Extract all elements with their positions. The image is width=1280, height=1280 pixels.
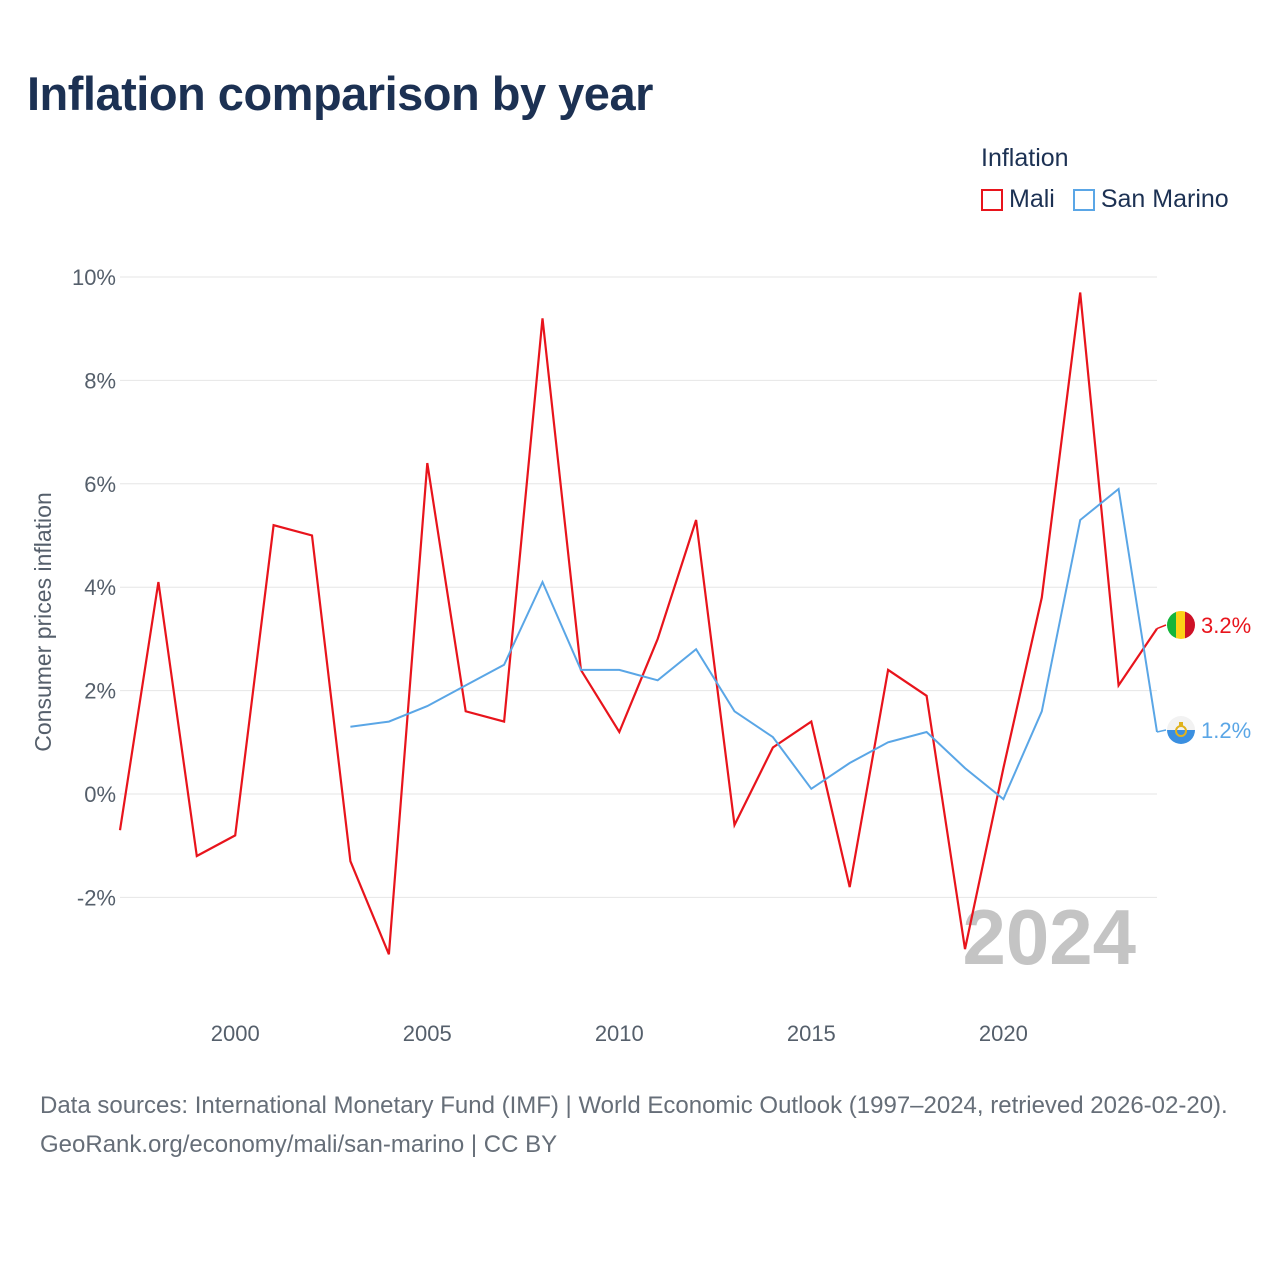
data-point[interactable] xyxy=(537,577,547,587)
data-point[interactable] xyxy=(461,706,471,716)
data-point[interactable] xyxy=(806,717,816,727)
data-point[interactable] xyxy=(1075,288,1085,298)
data-point[interactable] xyxy=(115,825,125,835)
data-point[interactable] xyxy=(269,520,279,530)
legend-swatch-san-marino xyxy=(1072,188,1095,211)
data-point[interactable] xyxy=(998,794,1008,804)
data-point[interactable] xyxy=(768,732,778,742)
data-point[interactable] xyxy=(614,727,624,737)
x-tick-label: 2000 xyxy=(211,1021,260,1046)
data-point[interactable] xyxy=(653,675,663,685)
data-point[interactable] xyxy=(537,313,547,323)
legend: Inflation Mali San Marino xyxy=(981,143,1229,214)
series-line-san-marino[interactable] xyxy=(350,487,1158,801)
data-point[interactable] xyxy=(576,665,586,675)
series-line-mali[interactable] xyxy=(118,292,1158,955)
data-point[interactable] xyxy=(653,634,663,644)
data-point[interactable] xyxy=(960,944,970,954)
source-line-2[interactable]: GeoRank.org/economy/mali/san-marino | CC… xyxy=(40,1131,558,1158)
end-value-label: 1.2% xyxy=(1201,718,1251,743)
data-point[interactable] xyxy=(1114,680,1124,690)
legend-item-mali[interactable]: Mali xyxy=(981,185,1055,214)
x-tick-label: 2020 xyxy=(979,1021,1028,1046)
y-tick-label: 4% xyxy=(84,575,116,600)
year-watermark: 2024 xyxy=(962,893,1136,981)
data-point[interactable] xyxy=(1037,706,1047,716)
x-axis-ticks: 2000 2005 2010 2015 2020 xyxy=(211,1021,1028,1046)
y-tick-label: -2% xyxy=(77,885,116,910)
y-tick-label: 0% xyxy=(84,782,116,807)
y-axis-title: Consumer prices inflation xyxy=(30,492,56,752)
data-point[interactable] xyxy=(1114,484,1124,494)
chart-title: Inflation comparison by year xyxy=(27,67,653,120)
source-note: Data sources: International Monetary Fun… xyxy=(40,1086,1250,1164)
end-connector xyxy=(1156,624,1167,630)
data-point[interactable] xyxy=(1037,593,1047,603)
legend-title: Inflation xyxy=(981,144,1069,172)
data-point[interactable] xyxy=(1075,515,1085,525)
data-point[interactable] xyxy=(153,577,163,587)
data-point[interactable] xyxy=(691,515,701,525)
data-point[interactable] xyxy=(960,763,970,773)
data-point[interactable] xyxy=(422,458,432,468)
gridlines xyxy=(120,276,1157,898)
y-tick-label: 2% xyxy=(84,679,116,704)
x-tick-label: 2005 xyxy=(403,1021,452,1046)
data-point[interactable] xyxy=(922,727,932,737)
legend-label-san-marino: San Marino xyxy=(1100,185,1229,213)
data-point[interactable] xyxy=(345,856,355,866)
y-axis-ticks: -2% 0% 2% 4% 6% 8% 10% xyxy=(72,265,116,910)
source-line-1: Data sources: International Monetary Fun… xyxy=(40,1092,1228,1119)
y-tick-label: 6% xyxy=(84,472,116,497)
data-point[interactable] xyxy=(922,691,932,701)
data-point[interactable] xyxy=(998,763,1008,773)
data-point[interactable] xyxy=(384,949,394,959)
data-point[interactable] xyxy=(230,830,240,840)
data-point[interactable] xyxy=(845,882,855,892)
data-point[interactable] xyxy=(499,660,509,670)
y-tick-label: 10% xyxy=(72,265,116,290)
series-lines xyxy=(115,288,1158,959)
data-point[interactable] xyxy=(384,717,394,727)
x-tick-label: 2015 xyxy=(787,1021,836,1046)
data-point[interactable] xyxy=(614,665,624,675)
end-value-label: 3.2% xyxy=(1201,613,1251,638)
legend-label-mali: Mali xyxy=(1009,185,1055,213)
data-point[interactable] xyxy=(691,644,701,654)
data-point[interactable] xyxy=(883,737,893,747)
data-point[interactable] xyxy=(307,531,317,541)
data-point[interactable] xyxy=(730,706,740,716)
line-chart: -2% 0% 2% 4% 6% 8% 10% 2000 2005 2010 2015 2020 Co… xyxy=(30,265,1251,1046)
x-tick-label: 2010 xyxy=(595,1021,644,1046)
y-tick-label: 8% xyxy=(84,368,116,393)
data-point[interactable] xyxy=(192,851,202,861)
end-connector xyxy=(1156,729,1167,733)
data-point[interactable] xyxy=(883,665,893,675)
data-point[interactable] xyxy=(345,722,355,732)
data-point[interactable] xyxy=(768,742,778,752)
data-point[interactable] xyxy=(730,820,740,830)
data-point[interactable] xyxy=(806,784,816,794)
data-point[interactable] xyxy=(499,717,509,727)
data-point[interactable] xyxy=(422,701,432,711)
legend-item-san-marino[interactable]: San Marino xyxy=(1072,185,1229,214)
legend-swatch-mali xyxy=(981,188,1003,211)
series-end-markers: 3.2% 1.2% xyxy=(1156,611,1251,744)
data-point[interactable] xyxy=(461,680,471,690)
data-point[interactable] xyxy=(845,758,855,768)
san-marino-flag-icon xyxy=(1167,716,1195,744)
mali-flag-icon xyxy=(1167,611,1195,639)
